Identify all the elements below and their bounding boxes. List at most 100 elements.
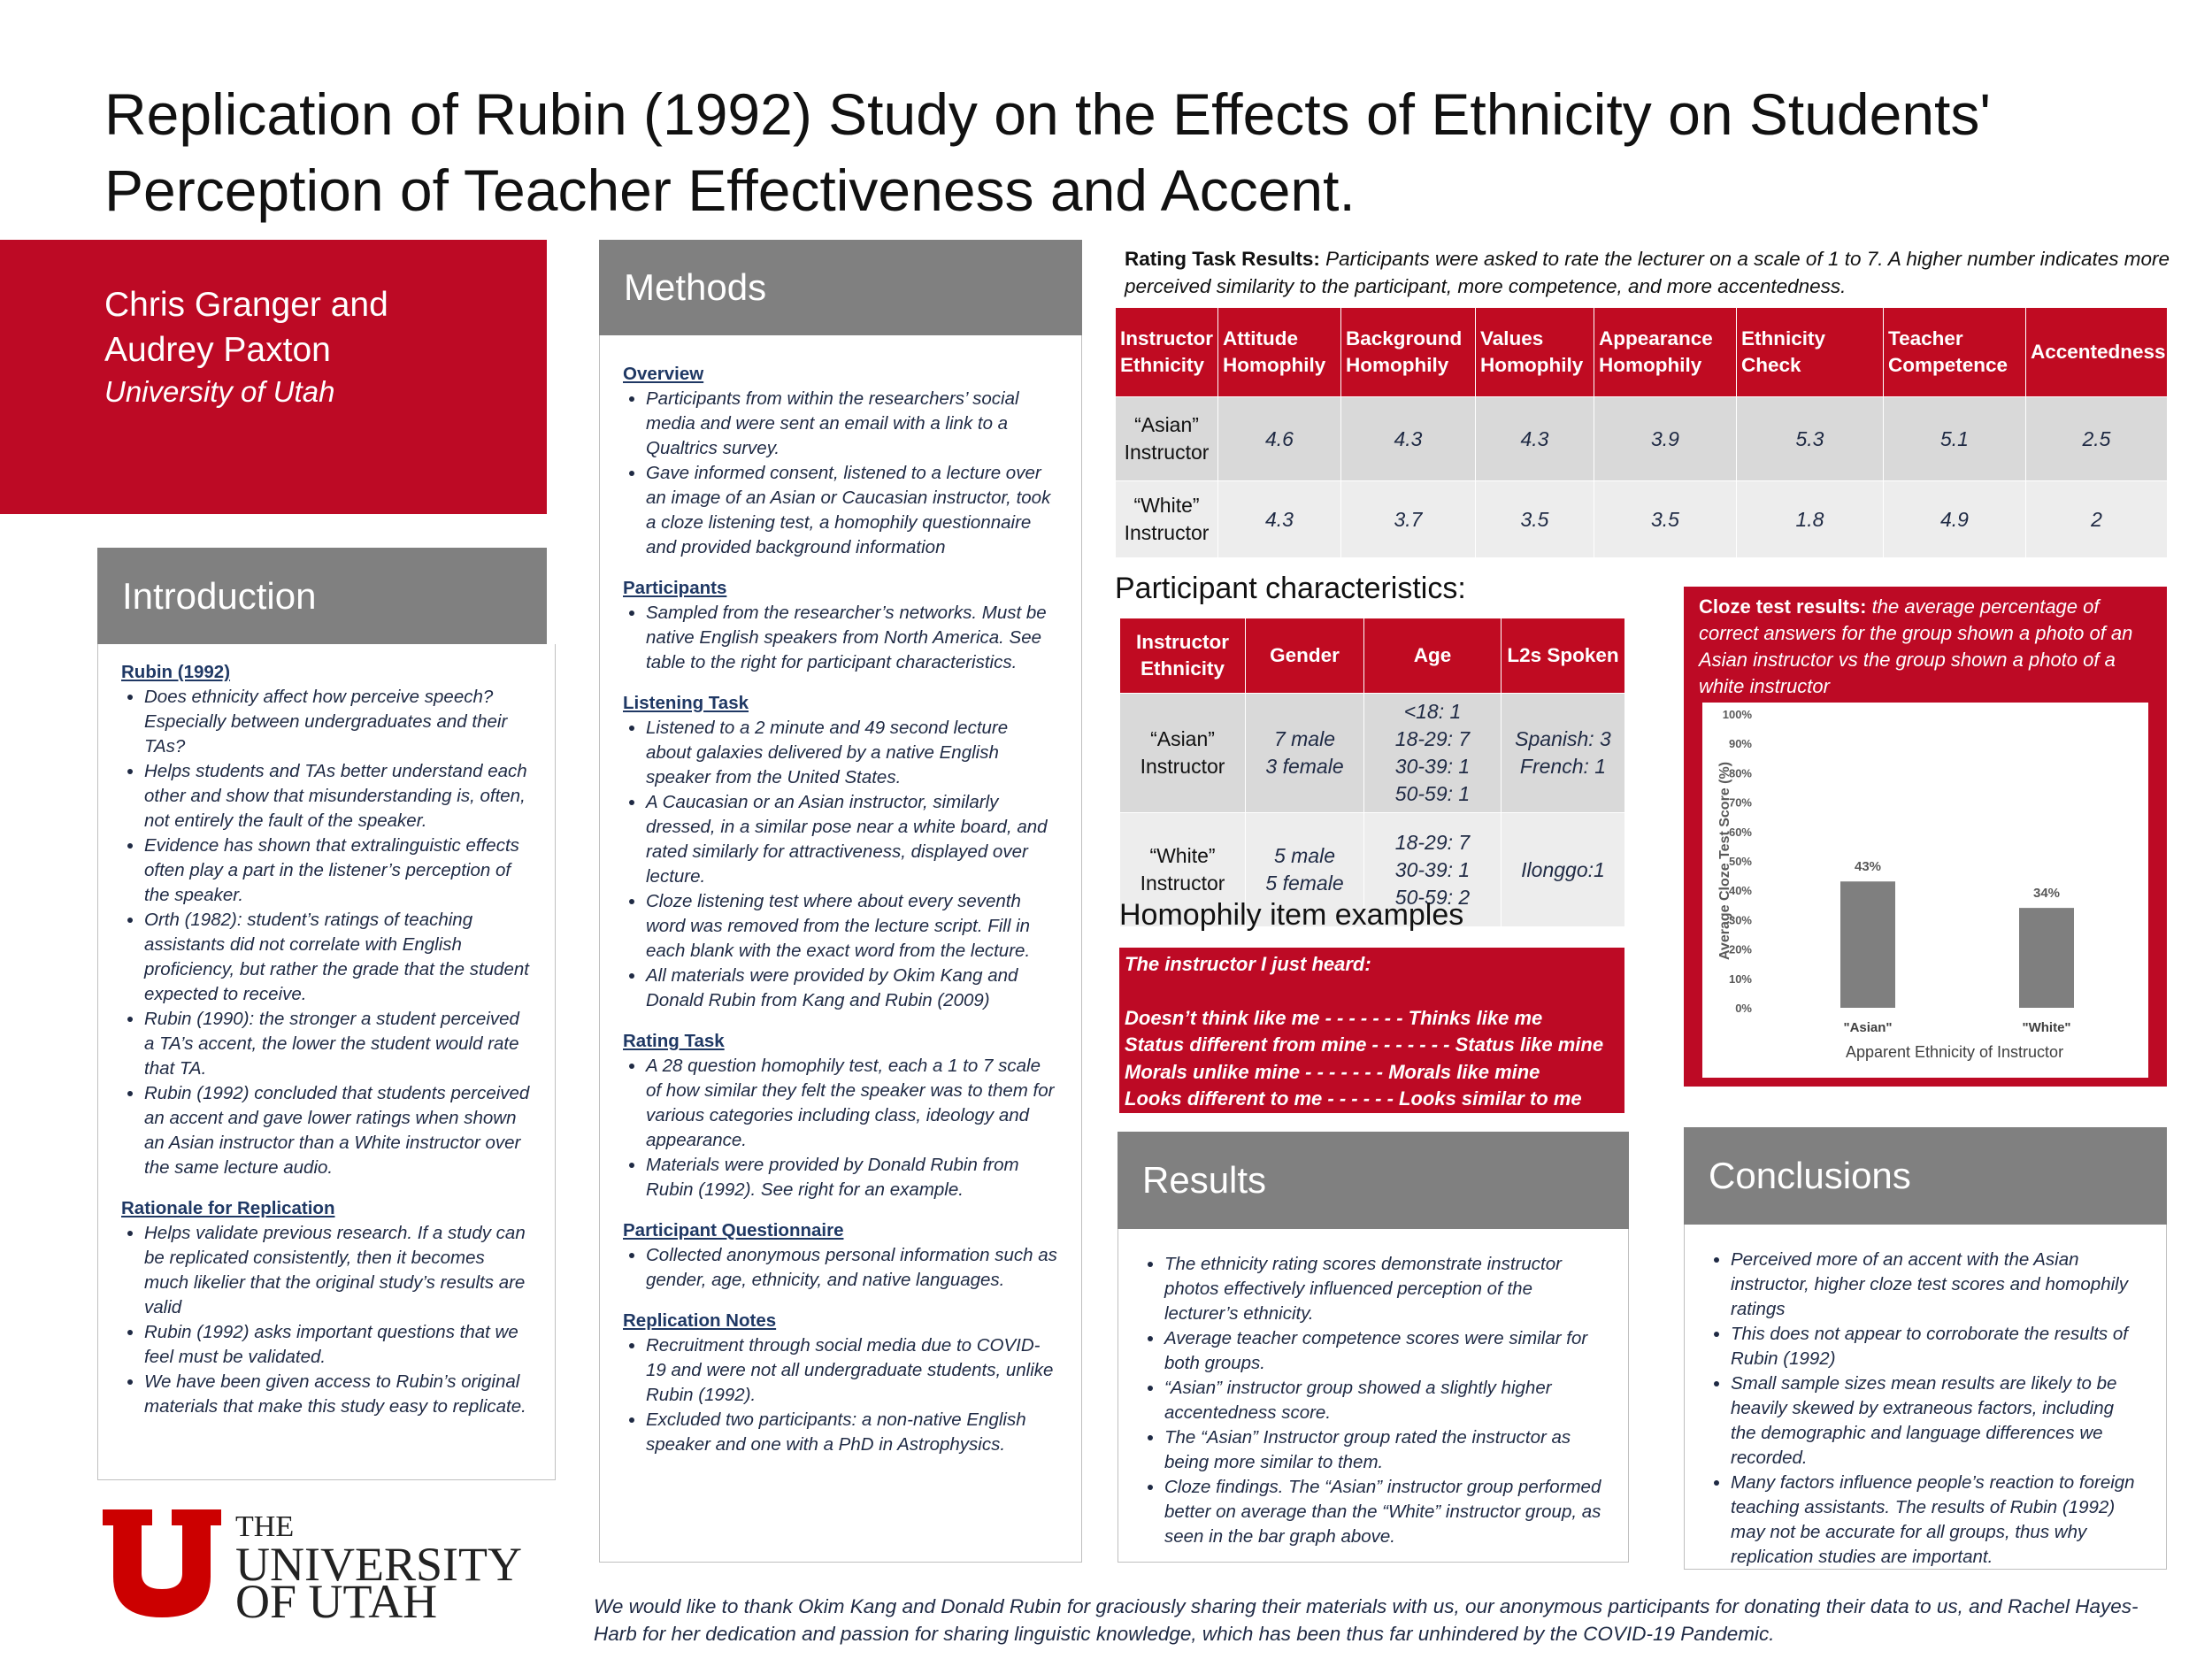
- table-cell: 3.7: [1340, 480, 1476, 558]
- x-tick-label: "Asian": [1843, 1020, 1892, 1035]
- homophily-heading: Homophily item examples: [1119, 898, 1464, 932]
- table-cell: 5.1: [1883, 396, 2026, 481]
- bullet-list: Perceived more of an accent with the Asi…: [1708, 1248, 2143, 1570]
- table-cell: 7 male 3 female: [1245, 693, 1364, 813]
- homophily-line: Looks different to me - - - - - - Looks …: [1125, 1087, 1582, 1110]
- section-header: Methods: [599, 240, 1082, 335]
- bullet-list: Does ethnicity affect how perceive speec…: [121, 685, 532, 1180]
- header-cell: Attitude Homophily: [1217, 307, 1341, 397]
- acknowledgment: We would like to thank Okim Kang and Don…: [594, 1595, 2139, 1645]
- bullet-item: “Asian” instructor group showed a slight…: [1164, 1376, 1605, 1425]
- bullet-list: Recruitment through social media due to …: [623, 1333, 1058, 1457]
- bullet-item: All materials were provided by Okim Kang…: [646, 964, 1058, 1013]
- cloze-text: the average percentage of correct answer…: [1699, 595, 2133, 697]
- caption-text: Participants were asked to rate the lect…: [1125, 248, 2170, 297]
- bullet-list: Collected anonymous personal information…: [623, 1243, 1058, 1293]
- section-body: The ethnicity rating scores demonstrate …: [1118, 1229, 1629, 1563]
- section-header: Results: [1118, 1132, 1629, 1229]
- value-label: 43%: [1855, 859, 1881, 874]
- cell-line: 50-59: 1: [1394, 782, 1471, 805]
- chart: 0% 10% 20% 30% 40% 50% 60% 70% 80% 90% 100% 43% "Asi…: [1702, 703, 2148, 1078]
- bullet-item: Average teacher competence scores were s…: [1164, 1326, 1605, 1376]
- bullet-item: Excluded two participants: a non-native …: [646, 1408, 1058, 1457]
- y-tick-label: 20%: [1729, 943, 1752, 956]
- table-heading: Participant characteristics:: [1115, 572, 1466, 605]
- subheading: Participants: [623, 578, 727, 598]
- homophily-line: Doesn’t think like me - - - - - - - Thin…: [1125, 1006, 1543, 1029]
- y-tick-label: 60%: [1729, 826, 1752, 839]
- section-header: Conclusions: [1684, 1127, 2167, 1225]
- table-cell: <18: 1 18-29: 7 30-39: 1 50-59: 1: [1363, 693, 1502, 813]
- table-cell: 4.3: [1475, 396, 1594, 481]
- bar: [1840, 881, 1895, 1008]
- bullet-item: This does not appear to corroborate the …: [1731, 1322, 2143, 1371]
- table-cell: Spanish: 3 French: 1: [1501, 693, 1625, 813]
- bullet-item: Listened to a 2 minute and 49 second lec…: [646, 716, 1058, 790]
- section-header: Introduction: [97, 548, 547, 644]
- bullet-item: Rubin (1992) concluded that students per…: [144, 1081, 532, 1180]
- header-cell: Instructor Ethnicity: [1115, 307, 1218, 397]
- table-cell: 4.9: [1883, 480, 2026, 558]
- bullet-item: Many factors influence people’s reaction…: [1731, 1471, 2143, 1570]
- bullet-item: Recruitment through social media due to …: [646, 1333, 1058, 1408]
- cell-line: 50-59: 2: [1394, 885, 1471, 909]
- x-tick-label: "White": [2022, 1020, 2070, 1035]
- homophily-lead: The instructor I just heard:: [1125, 953, 1371, 975]
- logo-text: THE: [235, 1510, 294, 1543]
- bullet-item: The ethnicity rating scores demonstrate …: [1164, 1252, 1605, 1326]
- y-tick-label: 90%: [1729, 737, 1752, 750]
- cell-line: Ilonggo:1: [1521, 857, 1605, 881]
- x-axis-label: Apparent Ethnicity of Instructor: [1846, 1043, 2063, 1061]
- header-cell: Accentedness: [2025, 307, 2168, 397]
- bullet-item: Gave informed consent, listened to a lec…: [646, 461, 1058, 560]
- author: Audrey Paxton: [104, 331, 331, 369]
- cell-line: 18-29: 7: [1394, 830, 1471, 854]
- cloze-label: Cloze test results:: [1699, 595, 1867, 618]
- bullet-item: Helps students and TAs better understand…: [144, 759, 532, 833]
- y-tick-label: 0%: [1735, 1002, 1752, 1015]
- table-cell: 4.3: [1217, 480, 1341, 558]
- header-cell: Teacher Competence: [1883, 307, 2026, 397]
- table-cell: 3.5: [1475, 480, 1594, 558]
- section-body: Perceived more of an accent with the Asi…: [1684, 1225, 2167, 1570]
- header-cell: Appearance Homophily: [1594, 307, 1737, 397]
- rating-table: Instructor Ethnicity Attitude Homophily Ba…: [1115, 307, 2168, 558]
- bullet-item: We have been given access to Rubin’s ori…: [144, 1370, 532, 1419]
- logo-text: UNIVERSITY: [235, 1538, 522, 1591]
- table-cell: “Asian” Instructor: [1119, 693, 1246, 813]
- table-row: “Asian” Instructor 7 male 3 female <18: 1 18-…: [1119, 693, 1625, 813]
- title-line: Replication of Rubin (1992) Study on the…: [104, 81, 1991, 147]
- subheading: Replication Notes: [623, 1310, 777, 1331]
- subheading: Participant Questionnaire: [623, 1220, 844, 1240]
- cell-line: 30-39: 1: [1394, 755, 1471, 778]
- bullet-list: Sampled from the researcher’s networks. …: [623, 601, 1058, 675]
- subheading: Rubin (1992): [121, 662, 231, 682]
- subheading: Overview: [623, 364, 704, 384]
- header-row: Instructor Ethnicity Gender Age L2s Spoken: [1119, 618, 1625, 694]
- bullet-item: Does ethnicity affect how perceive speec…: [144, 685, 532, 759]
- cell-line: French: 1: [1519, 755, 1607, 778]
- cell-line: 3 female: [1265, 755, 1344, 778]
- bullet-item: Cloze listening test where about every s…: [646, 889, 1058, 964]
- subheading: Rationale for Replication: [121, 1198, 335, 1218]
- cell-line: Instructor: [1140, 872, 1225, 895]
- header-cell: Values Homophily: [1475, 307, 1594, 397]
- table-cell: 2: [2025, 480, 2168, 558]
- bullet-item: Participants from within the researchers…: [646, 387, 1058, 461]
- header-cell: Instructor Ethnicity: [1119, 618, 1246, 694]
- table-cell: “White” Instructor: [1115, 480, 1218, 558]
- table-cell: 1.8: [1736, 480, 1884, 558]
- participant-table: Instructor Ethnicity Gender Age L2s Spoken “…: [1119, 618, 1625, 927]
- bullet-list: Participants from within the researchers…: [623, 387, 1058, 560]
- cell-line: “Asian”: [1150, 727, 1215, 750]
- value-label: 34%: [2033, 886, 2060, 901]
- cell-line: 30-39: 1: [1394, 857, 1471, 881]
- section-body: Overview Participants from within the res…: [599, 335, 1082, 1563]
- header-cell: Background Homophily: [1340, 307, 1476, 397]
- table-cell: “White” Instructor: [1119, 812, 1246, 927]
- header-cell: Gender: [1245, 618, 1364, 694]
- bullet-item: A Caucasian or an Asian instructor, simi…: [646, 790, 1058, 889]
- header-cell: Age: [1363, 618, 1502, 694]
